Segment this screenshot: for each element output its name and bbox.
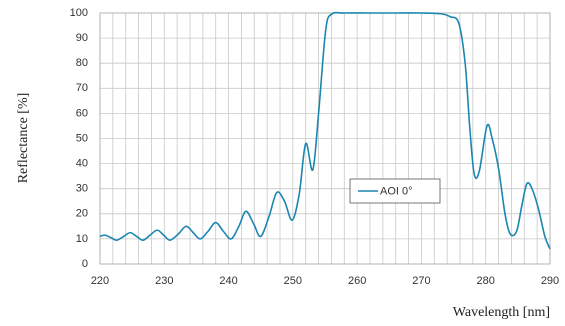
x-tick-label: 220 bbox=[91, 275, 109, 287]
y-tick-label: 50 bbox=[76, 132, 88, 144]
x-tick-label: 280 bbox=[477, 275, 495, 287]
x-tick-label: 290 bbox=[541, 275, 559, 287]
y-axis-label: Reflectance [%] bbox=[16, 93, 31, 184]
plot-frame bbox=[99, 12, 551, 265]
x-tick-label: 260 bbox=[348, 275, 366, 287]
x-tick-label: 240 bbox=[219, 275, 237, 287]
x-tick-label: 230 bbox=[155, 275, 173, 287]
y-tick-label: 10 bbox=[76, 233, 88, 245]
legend-label: AOI 0° bbox=[380, 185, 413, 197]
y-tick-label: 20 bbox=[76, 208, 88, 220]
y-tick-label: 80 bbox=[76, 57, 88, 69]
y-tick-label: 70 bbox=[76, 82, 88, 94]
y-tick-label: 30 bbox=[76, 183, 88, 195]
y-tick-label: 40 bbox=[76, 158, 88, 170]
y-tick-label: 90 bbox=[76, 32, 88, 44]
y-tick-label: 60 bbox=[76, 107, 88, 119]
x-tick-label: 270 bbox=[412, 275, 430, 287]
y-tick-label: 100 bbox=[70, 7, 88, 19]
series-line bbox=[99, 11, 551, 250]
y-tick-label: 0 bbox=[82, 258, 88, 270]
x-axis-label: Wavelength [nm] bbox=[453, 305, 550, 320]
x-tick-label: 250 bbox=[284, 275, 302, 287]
